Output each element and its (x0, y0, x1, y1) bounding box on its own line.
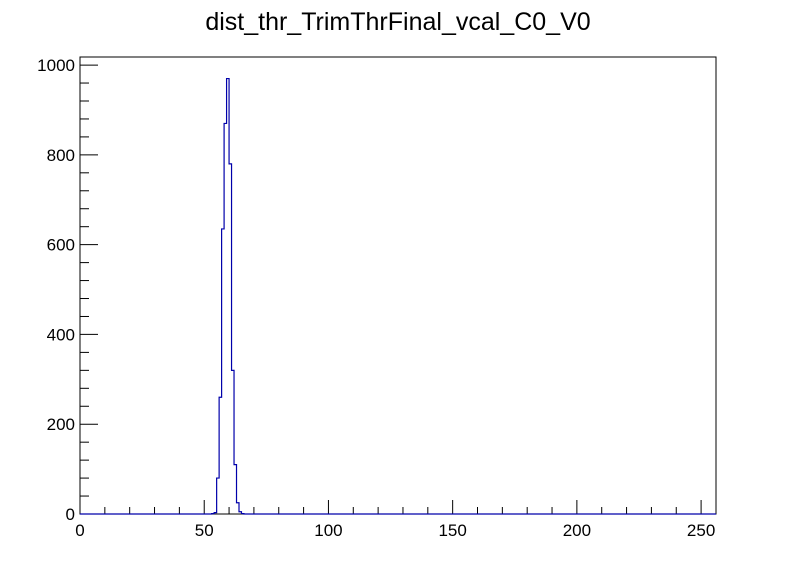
x-tick-label: 0 (75, 521, 84, 540)
histogram-bin (239, 512, 241, 514)
plot-frame (79, 56, 717, 515)
histogram-bin (224, 123, 226, 514)
histogram-bin (217, 478, 219, 514)
y-tick-label: 400 (47, 325, 75, 344)
x-tick-label: 250 (687, 521, 715, 540)
histogram-bin (227, 79, 229, 514)
histogram-bin (219, 397, 221, 514)
x-tick-label: 100 (314, 521, 342, 540)
chart-title: dist_thr_TrimThrFinal_vcal_C0_V0 (205, 8, 591, 36)
histogram-bin (232, 370, 234, 514)
y-tick-label: 600 (47, 236, 75, 255)
y-tick-label: 200 (47, 415, 75, 434)
y-tick-label: 1000 (37, 56, 75, 75)
y-tick-label: 800 (47, 146, 75, 165)
x-tick-label: 50 (195, 521, 214, 540)
histogram-bin (237, 503, 239, 514)
histogram-bin (229, 164, 231, 514)
histogram-bin (214, 513, 216, 514)
histogram-bin (222, 229, 224, 514)
histogram-line (80, 77, 716, 515)
histogram-bin (234, 465, 236, 514)
x-tick-label: 150 (438, 521, 466, 540)
y-tick-label: 0 (66, 505, 75, 524)
x-tick-label: 200 (563, 521, 591, 540)
